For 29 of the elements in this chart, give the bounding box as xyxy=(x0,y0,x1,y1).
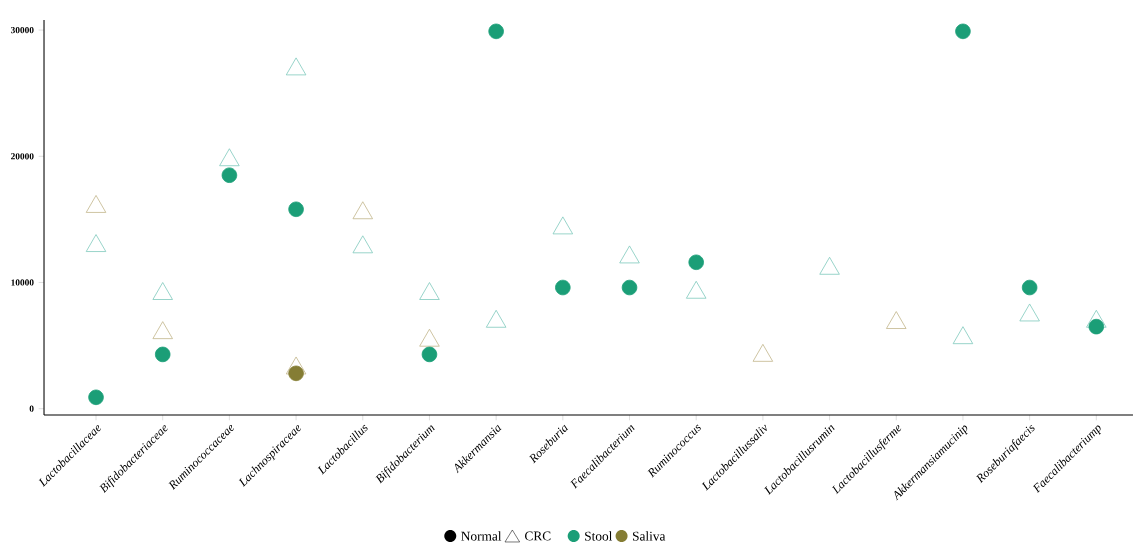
text: Normal xyxy=(461,531,502,541)
point xyxy=(285,356,307,375)
point xyxy=(1086,309,1107,328)
point xyxy=(886,311,907,329)
point xyxy=(85,234,107,252)
point xyxy=(552,216,574,235)
point xyxy=(819,256,840,275)
point xyxy=(1019,303,1040,322)
point xyxy=(419,282,440,300)
point xyxy=(285,57,307,76)
point xyxy=(85,195,107,213)
point xyxy=(352,235,373,254)
y-tick-label: 20000 xyxy=(11,153,34,160)
point xyxy=(352,201,373,220)
point xyxy=(152,282,173,300)
point xyxy=(952,326,974,345)
point xyxy=(219,148,240,167)
y-tick-label: 10000 xyxy=(11,279,34,286)
point xyxy=(752,343,774,362)
point xyxy=(619,245,640,264)
text: CRC xyxy=(525,531,551,541)
text: Stool xyxy=(585,531,613,541)
text: Saliva xyxy=(633,531,666,541)
point xyxy=(685,280,707,299)
point xyxy=(152,321,173,340)
point xyxy=(485,309,507,328)
point xyxy=(419,328,440,347)
y-tick-label: 30000 xyxy=(10,26,34,34)
y-tick-label: 0 xyxy=(29,405,34,412)
